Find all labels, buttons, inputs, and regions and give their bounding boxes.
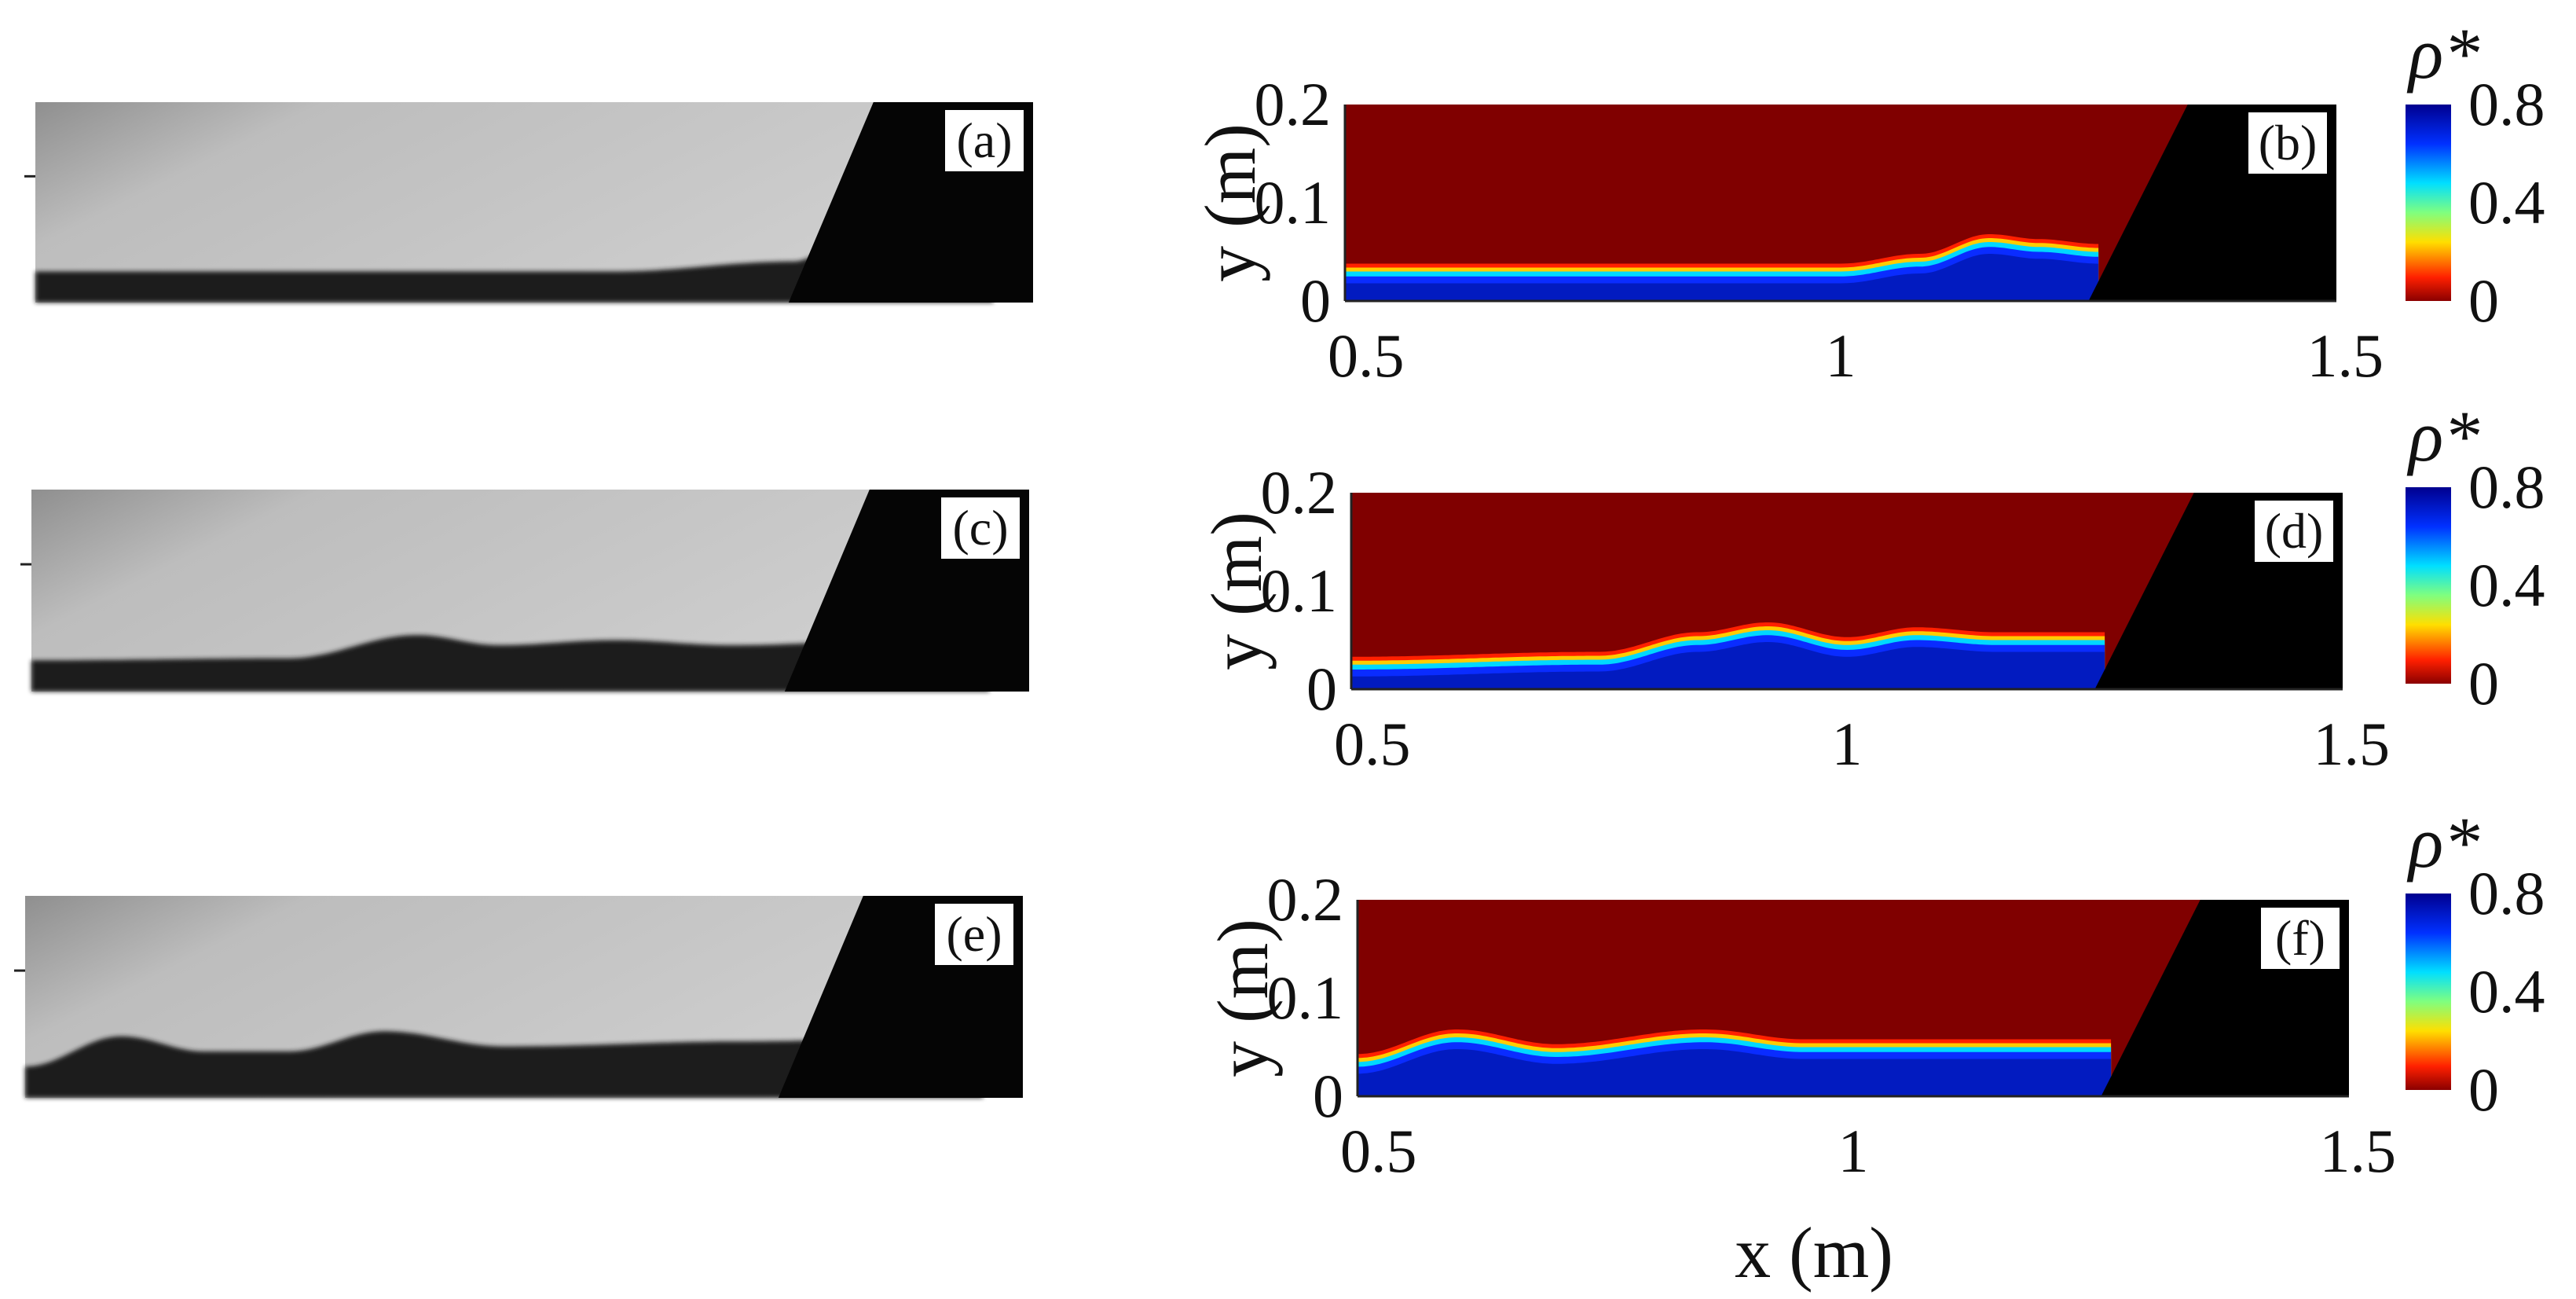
colorbar <box>2406 105 2451 301</box>
panel-label: (f) <box>2275 910 2325 966</box>
colorbar-tick-label: 0 <box>2468 649 2499 717</box>
photo-panel: (e) <box>14 896 1023 1098</box>
label-box <box>2248 112 2327 174</box>
label-box <box>941 497 1020 559</box>
y-tick-label: 0.1 <box>1267 963 1344 1032</box>
gravity-current-front <box>35 231 994 303</box>
label-box <box>945 110 1024 171</box>
label-box <box>2261 908 2340 969</box>
colorbar-tick-label: 0.8 <box>2468 859 2545 927</box>
colorbar-tick-label: 0.4 <box>2468 957 2545 1026</box>
colorbar-tick-label: 0.8 <box>2468 70 2545 138</box>
x-tick-label: 1 <box>1832 710 1863 778</box>
colorbar-tick-label: 0 <box>2468 1055 2499 1124</box>
y-tick-label: 0 <box>1306 655 1337 723</box>
x-tick-label: 0.5 <box>1334 710 1411 778</box>
panel-label: (d) <box>2265 503 2324 559</box>
density-plot: (d) 0 0.1 0.2 0.5 1 1.5 y (m) 0 0.4 0.8ρ* <box>1196 396 2545 778</box>
colorbar-tick-label: 0.4 <box>2468 168 2545 237</box>
gravity-current-front <box>25 1031 984 1098</box>
x-tick-label: 0.5 <box>1328 321 1405 390</box>
x-tick-label: 1 <box>1838 1117 1869 1185</box>
y-axis-label: y (m) <box>1203 919 1283 1077</box>
x-tick-label: 0.5 <box>1340 1117 1417 1185</box>
dense-current-base <box>1345 254 2099 301</box>
colorbar <box>2406 894 2451 1090</box>
colorbar-label: ρ* <box>2406 396 2479 476</box>
colorbar-label: ρ* <box>2406 802 2479 883</box>
panel-label: (b) <box>2259 115 2318 171</box>
y-tick-label: 0.2 <box>1267 865 1344 934</box>
dense-current-base <box>1358 1049 2112 1096</box>
x-tick-label: 1.5 <box>2320 1117 2397 1185</box>
y-tick-label: 0.2 <box>1261 458 1338 527</box>
label-box <box>2255 501 2333 562</box>
x-tick-label: 1 <box>1826 321 1856 390</box>
gravity-current-front <box>31 635 990 692</box>
density-plot: (f) 0 0.1 0.2 0.5 1 1.5 y (m) x (m) 0 0.4 0.8ρ* <box>1203 802 2545 1293</box>
y-tick-label: 0.1 <box>1255 168 1332 237</box>
y-axis-label: y (m) <box>1190 123 1270 282</box>
y-tick-label: 0 <box>1313 1062 1343 1130</box>
density-plot: (b) 0 0.1 0.2 0.5 1 1.5 y (m) 0 0.4 0.8ρ* <box>1190 13 2545 390</box>
x-axis-label: x (m) <box>1735 1213 1893 1293</box>
y-tick-label: 0.2 <box>1255 70 1332 138</box>
colorbar-tick-label: 0.8 <box>2468 453 2545 521</box>
photo-panel: (a) <box>24 102 1033 303</box>
y-axis-label: y (m) <box>1196 512 1277 670</box>
colorbar-tick-label: 0.4 <box>2468 551 2545 619</box>
panel-label: (e) <box>946 906 1002 962</box>
panel-label: (a) <box>956 112 1012 168</box>
x-tick-label: 1.5 <box>2307 321 2384 390</box>
colorbar-tick-label: 0 <box>2468 266 2499 335</box>
dense-current-base <box>1351 642 2105 689</box>
plot-area <box>1345 105 2336 301</box>
photo-panel: (c) <box>20 490 1029 692</box>
label-box <box>935 904 1013 965</box>
colorbar-label: ρ* <box>2406 13 2479 94</box>
panel-label: (c) <box>952 500 1008 556</box>
x-tick-label: 1.5 <box>2314 710 2391 778</box>
colorbar <box>2406 487 2451 684</box>
y-tick-label: 0.1 <box>1261 556 1338 625</box>
y-tick-label: 0 <box>1300 266 1331 335</box>
